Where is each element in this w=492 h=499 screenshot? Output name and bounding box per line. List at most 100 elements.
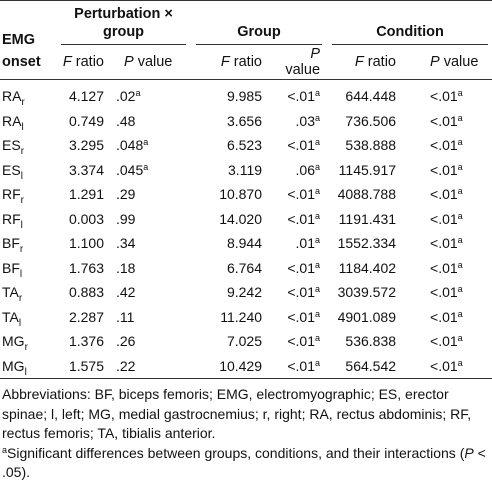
cell-value: .22 xyxy=(116,357,136,374)
cell: 2.287 xyxy=(55,305,110,330)
column-header: P value xyxy=(402,45,492,80)
column-word: value xyxy=(285,62,321,78)
cell-value: .99 xyxy=(116,210,136,227)
cell-value: 6.764 xyxy=(226,259,263,276)
cell: <.01a xyxy=(268,80,326,109)
cell: 1552.334 xyxy=(326,231,402,256)
cell-value: 4088.788 xyxy=(337,186,397,203)
muscle: RA xyxy=(2,88,22,105)
cell-value: .048 xyxy=(116,137,144,154)
cell-value: 10.429 xyxy=(219,357,263,374)
cell: <.01a xyxy=(268,354,326,379)
cell-note: a xyxy=(457,112,463,123)
cell: 1.291 xyxy=(55,182,110,207)
stub-header: EMG onset xyxy=(2,32,41,70)
muscle: TA xyxy=(2,308,19,325)
cell-value: 644.448 xyxy=(345,88,397,105)
cell: <.01a xyxy=(268,280,326,305)
cell: 10.870 xyxy=(190,182,268,207)
cell-value: 4.127 xyxy=(68,88,104,105)
cell: <.01a xyxy=(402,207,492,232)
muscle: RF xyxy=(2,186,21,203)
column-var: P xyxy=(430,54,440,70)
cell: <.01a xyxy=(402,280,492,305)
cell-value: .11 xyxy=(116,308,135,325)
cell-value: .29 xyxy=(116,186,136,203)
column-header: F ratio xyxy=(326,45,402,80)
side: r xyxy=(20,146,25,158)
cell-note: a xyxy=(457,161,463,172)
cell-value: 8.944 xyxy=(226,235,263,252)
cell-value: .26 xyxy=(116,333,136,350)
group-label: Condition xyxy=(332,23,489,45)
row-label: BFl xyxy=(0,256,55,281)
row-label: MGr xyxy=(0,329,55,354)
column-word: value xyxy=(133,54,173,70)
cell: 6.764 xyxy=(190,256,268,281)
row-label: TAr xyxy=(0,280,55,305)
cell: .045a xyxy=(110,158,190,183)
row-label: BFr xyxy=(0,231,55,256)
cell: 0.003 xyxy=(55,207,110,232)
cell-value: <.01 xyxy=(287,284,315,301)
cell-value: <.01 xyxy=(287,137,315,154)
cell: 564.542 xyxy=(326,354,402,379)
cell: 10.429 xyxy=(190,354,268,379)
side: l xyxy=(24,366,27,378)
muscle: TA xyxy=(2,284,19,301)
cell: .18 xyxy=(110,256,190,281)
cell-value: 1.575 xyxy=(68,357,104,374)
cell: 1145.917 xyxy=(326,158,402,183)
column-header: P value xyxy=(110,45,190,80)
significance-note: aSignificant differences between groups,… xyxy=(2,444,490,483)
cell: <.01a xyxy=(402,231,492,256)
side: l xyxy=(21,121,24,133)
cell-value: <.01 xyxy=(430,284,458,301)
column-var: P xyxy=(124,54,134,70)
cell: .29 xyxy=(110,182,190,207)
cell-note: a xyxy=(457,357,463,368)
cell-value: <.01 xyxy=(287,357,315,374)
cell: 4901.089 xyxy=(326,305,402,330)
cell: 8.944 xyxy=(190,231,268,256)
cell: 4.127 xyxy=(55,80,110,109)
cell: 1184.402 xyxy=(326,256,402,281)
cell: <.01a xyxy=(268,182,326,207)
cell: .06a xyxy=(268,158,326,183)
note-text: Significant differences between groups, … xyxy=(7,444,465,461)
cell: <.01a xyxy=(402,305,492,330)
column-word: ratio xyxy=(363,54,397,70)
muscle: RA xyxy=(2,112,22,129)
group-header: Perturbation × group xyxy=(55,1,190,45)
cell-note: a xyxy=(315,210,321,221)
cell-value: .02 xyxy=(116,88,136,105)
cell: 0.749 xyxy=(55,109,110,134)
cell: .42 xyxy=(110,280,190,305)
cell-value: 9.242 xyxy=(226,284,263,301)
muscle: RF xyxy=(2,210,21,227)
side: r xyxy=(18,293,23,305)
cell-value: <.01 xyxy=(430,308,458,325)
cell: .48 xyxy=(110,109,190,134)
cell-value: <.01 xyxy=(287,210,315,227)
group-label: Group xyxy=(196,23,323,45)
cell-value: .48 xyxy=(116,112,136,129)
cell-value: 10.870 xyxy=(219,186,263,203)
cell: 538.888 xyxy=(326,133,402,158)
side: l xyxy=(20,219,23,231)
column-var: F xyxy=(354,54,364,70)
row-label: ESl xyxy=(0,158,55,183)
cell: <.01a xyxy=(268,133,326,158)
cell: 1191.431 xyxy=(326,207,402,232)
cell-note: a xyxy=(315,308,321,319)
cell-value: <.01 xyxy=(430,235,458,252)
cell: .02a xyxy=(110,80,190,109)
cell-note: a xyxy=(315,259,321,270)
cell-value: .045 xyxy=(116,161,144,178)
cell-note: a xyxy=(315,186,321,197)
cell: <.01a xyxy=(268,305,326,330)
group-header: Condition xyxy=(326,1,492,45)
table-row: RAr 4.127.02a 9.985 <.01a 644.448 <.01a xyxy=(0,80,492,109)
cell-note: a xyxy=(457,259,463,270)
cell: <.01a xyxy=(402,158,492,183)
